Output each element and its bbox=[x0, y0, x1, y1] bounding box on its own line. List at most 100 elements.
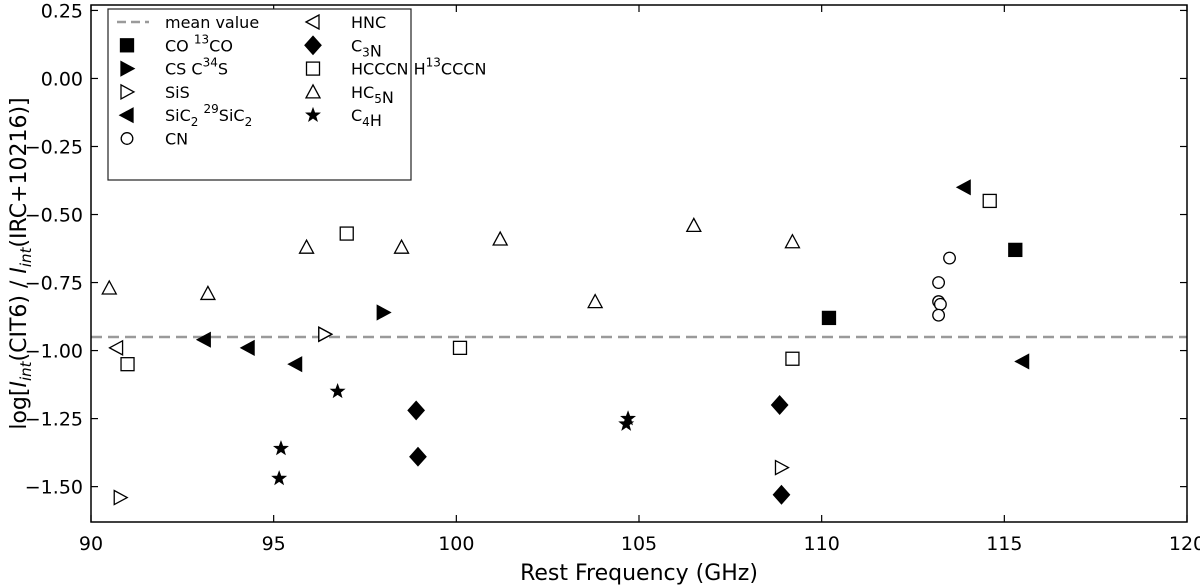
data-point-square-open bbox=[339, 226, 354, 241]
data-point-star-filled bbox=[271, 470, 288, 486]
y-tick-label: 0.25 bbox=[41, 0, 83, 22]
legend-label: CO 13CO bbox=[165, 32, 233, 55]
x-tick-label: 120 bbox=[1169, 533, 1200, 555]
legend-label-part: SiC bbox=[165, 106, 191, 125]
legend-label: SiC2 29SiC2 bbox=[165, 102, 252, 129]
data-point-triangle-left-filled bbox=[239, 339, 255, 356]
data-point-star-filled bbox=[329, 383, 346, 399]
legend-label-part: 5 bbox=[374, 92, 382, 106]
legend-label-part: CS C bbox=[165, 60, 203, 79]
data-point-square-open bbox=[120, 357, 135, 372]
legend-label-part: 2 bbox=[191, 115, 199, 129]
data-point-circle-open bbox=[932, 276, 946, 289]
y-tick-label: −0.50 bbox=[25, 205, 83, 227]
legend-label: C3N bbox=[351, 36, 382, 60]
data-point-circle-open bbox=[932, 308, 946, 322]
data-point-diamond-filled bbox=[772, 484, 791, 505]
y-axis-title-part: (CIT6) / bbox=[7, 274, 32, 362]
legend-label-part: 2 bbox=[245, 115, 253, 129]
data-point-triangle-up-open bbox=[101, 279, 118, 295]
y-tick-label: −0.75 bbox=[25, 273, 83, 295]
legend-label-part: HC bbox=[351, 83, 374, 102]
x-tick-label: 100 bbox=[438, 533, 474, 555]
legend-label-part: S bbox=[218, 60, 228, 79]
data-point-square-filled bbox=[821, 310, 837, 326]
data-point-triangle-right-filled bbox=[376, 304, 392, 321]
data-point-triangle-up-open bbox=[784, 233, 801, 249]
data-point-triangle-up-open bbox=[298, 238, 315, 254]
legend-marker-square-open bbox=[305, 61, 321, 76]
y-axis-title-part: I bbox=[7, 381, 32, 388]
y-axis-title-part: (IRC+10216)] bbox=[7, 97, 32, 247]
data-point-circle-open bbox=[933, 297, 947, 311]
y-tick-label: −0.25 bbox=[25, 136, 83, 158]
legend-label-part: SiS bbox=[165, 83, 190, 102]
legend-label-part: 13 bbox=[194, 32, 209, 46]
y-tick-label: 0.00 bbox=[41, 68, 83, 90]
legend-label: HNC bbox=[351, 13, 386, 32]
legend-label-part: 3 bbox=[362, 45, 370, 59]
legend-marker-circle-open bbox=[120, 132, 134, 145]
x-tick-label: 110 bbox=[804, 533, 840, 555]
legend-label-part: HNC bbox=[351, 13, 386, 32]
legend-label-part: N bbox=[370, 41, 382, 60]
data-point-square-filled bbox=[1008, 242, 1023, 258]
legend-marker-triangle-right-filled bbox=[120, 60, 136, 77]
legend-label: HCCCN H13CCCN bbox=[351, 56, 486, 79]
data-point-triangle-left-filled bbox=[195, 331, 211, 348]
data-point-circle-open bbox=[943, 251, 956, 265]
data-point-triangle-left-open bbox=[108, 339, 124, 356]
data-point-square-open bbox=[452, 340, 468, 356]
y-axis-title-part: log[ bbox=[7, 388, 32, 430]
data-point-star-filled bbox=[273, 440, 289, 456]
legend-label-part: CO bbox=[209, 36, 233, 55]
legend-label-part: H bbox=[370, 111, 382, 130]
data-point-triangle-left-filled bbox=[287, 356, 303, 373]
data-point-triangle-up-open bbox=[587, 293, 604, 309]
legend-label: CN bbox=[165, 130, 188, 149]
y-tick-label: −1.50 bbox=[25, 477, 83, 499]
x-tick-label: 90 bbox=[79, 533, 103, 555]
legend-marker-square-filled bbox=[119, 38, 135, 53]
x-tick-label: 115 bbox=[986, 533, 1022, 555]
legend-label-part: 4 bbox=[362, 115, 370, 129]
axes-layer: 90 95 100 105 110 115 120 0.25 0.00 −0.25 −0.50 −0.… bbox=[25, 0, 1200, 555]
legend-label-part: CO bbox=[165, 36, 194, 55]
legend-label-part: C bbox=[351, 106, 362, 125]
legend-label-part: SiC bbox=[219, 106, 245, 125]
data-point-triangle-left-filled bbox=[1014, 353, 1030, 370]
x-tick-label: 95 bbox=[262, 533, 286, 555]
legend-label: C4H bbox=[351, 106, 382, 130]
data-point-triangle-up-open bbox=[492, 230, 509, 246]
data-point-star-filled bbox=[618, 415, 635, 431]
data-point-triangle-up-open bbox=[393, 238, 410, 254]
legend-label-part: 13 bbox=[426, 56, 441, 70]
x-tick-label: 105 bbox=[621, 533, 657, 555]
y-axis-title-part: int bbox=[17, 246, 35, 267]
y-axis-title-part: int bbox=[17, 360, 35, 381]
legend-marker-triangle-up-open bbox=[304, 83, 322, 99]
legend-box bbox=[107, 8, 412, 181]
y-axis-title-part: I bbox=[7, 267, 32, 274]
legend-label-part: 29 bbox=[204, 102, 219, 116]
legend-label-part: C bbox=[351, 36, 362, 55]
data-point-triangle-right-open bbox=[774, 459, 790, 476]
legend-marker-triangle-left-open bbox=[304, 13, 320, 31]
data-point-square-open bbox=[982, 193, 997, 209]
legend-label: HC5N bbox=[351, 83, 394, 107]
legend-marker-diamond-filled bbox=[304, 35, 322, 56]
x-axis-title: Rest Frequency (GHz) bbox=[520, 561, 758, 585]
legend-marker-triangle-right-open bbox=[120, 83, 136, 100]
data-points-layer bbox=[101, 179, 1030, 506]
legend-label-part: 34 bbox=[203, 56, 218, 70]
legend-marker-star-filled bbox=[305, 106, 321, 122]
data-point-triangle-up-open bbox=[199, 285, 216, 301]
legend-label: CS C34S bbox=[165, 56, 228, 79]
data-point-diamond-filled bbox=[407, 400, 426, 421]
y-tick-label: −1.25 bbox=[25, 409, 83, 431]
plot-frame bbox=[90, 4, 1188, 523]
legend-label: SiS bbox=[165, 83, 190, 102]
y-axis-title: log[Iint(CIT6) / Iint(IRC+10216)] bbox=[7, 97, 35, 429]
